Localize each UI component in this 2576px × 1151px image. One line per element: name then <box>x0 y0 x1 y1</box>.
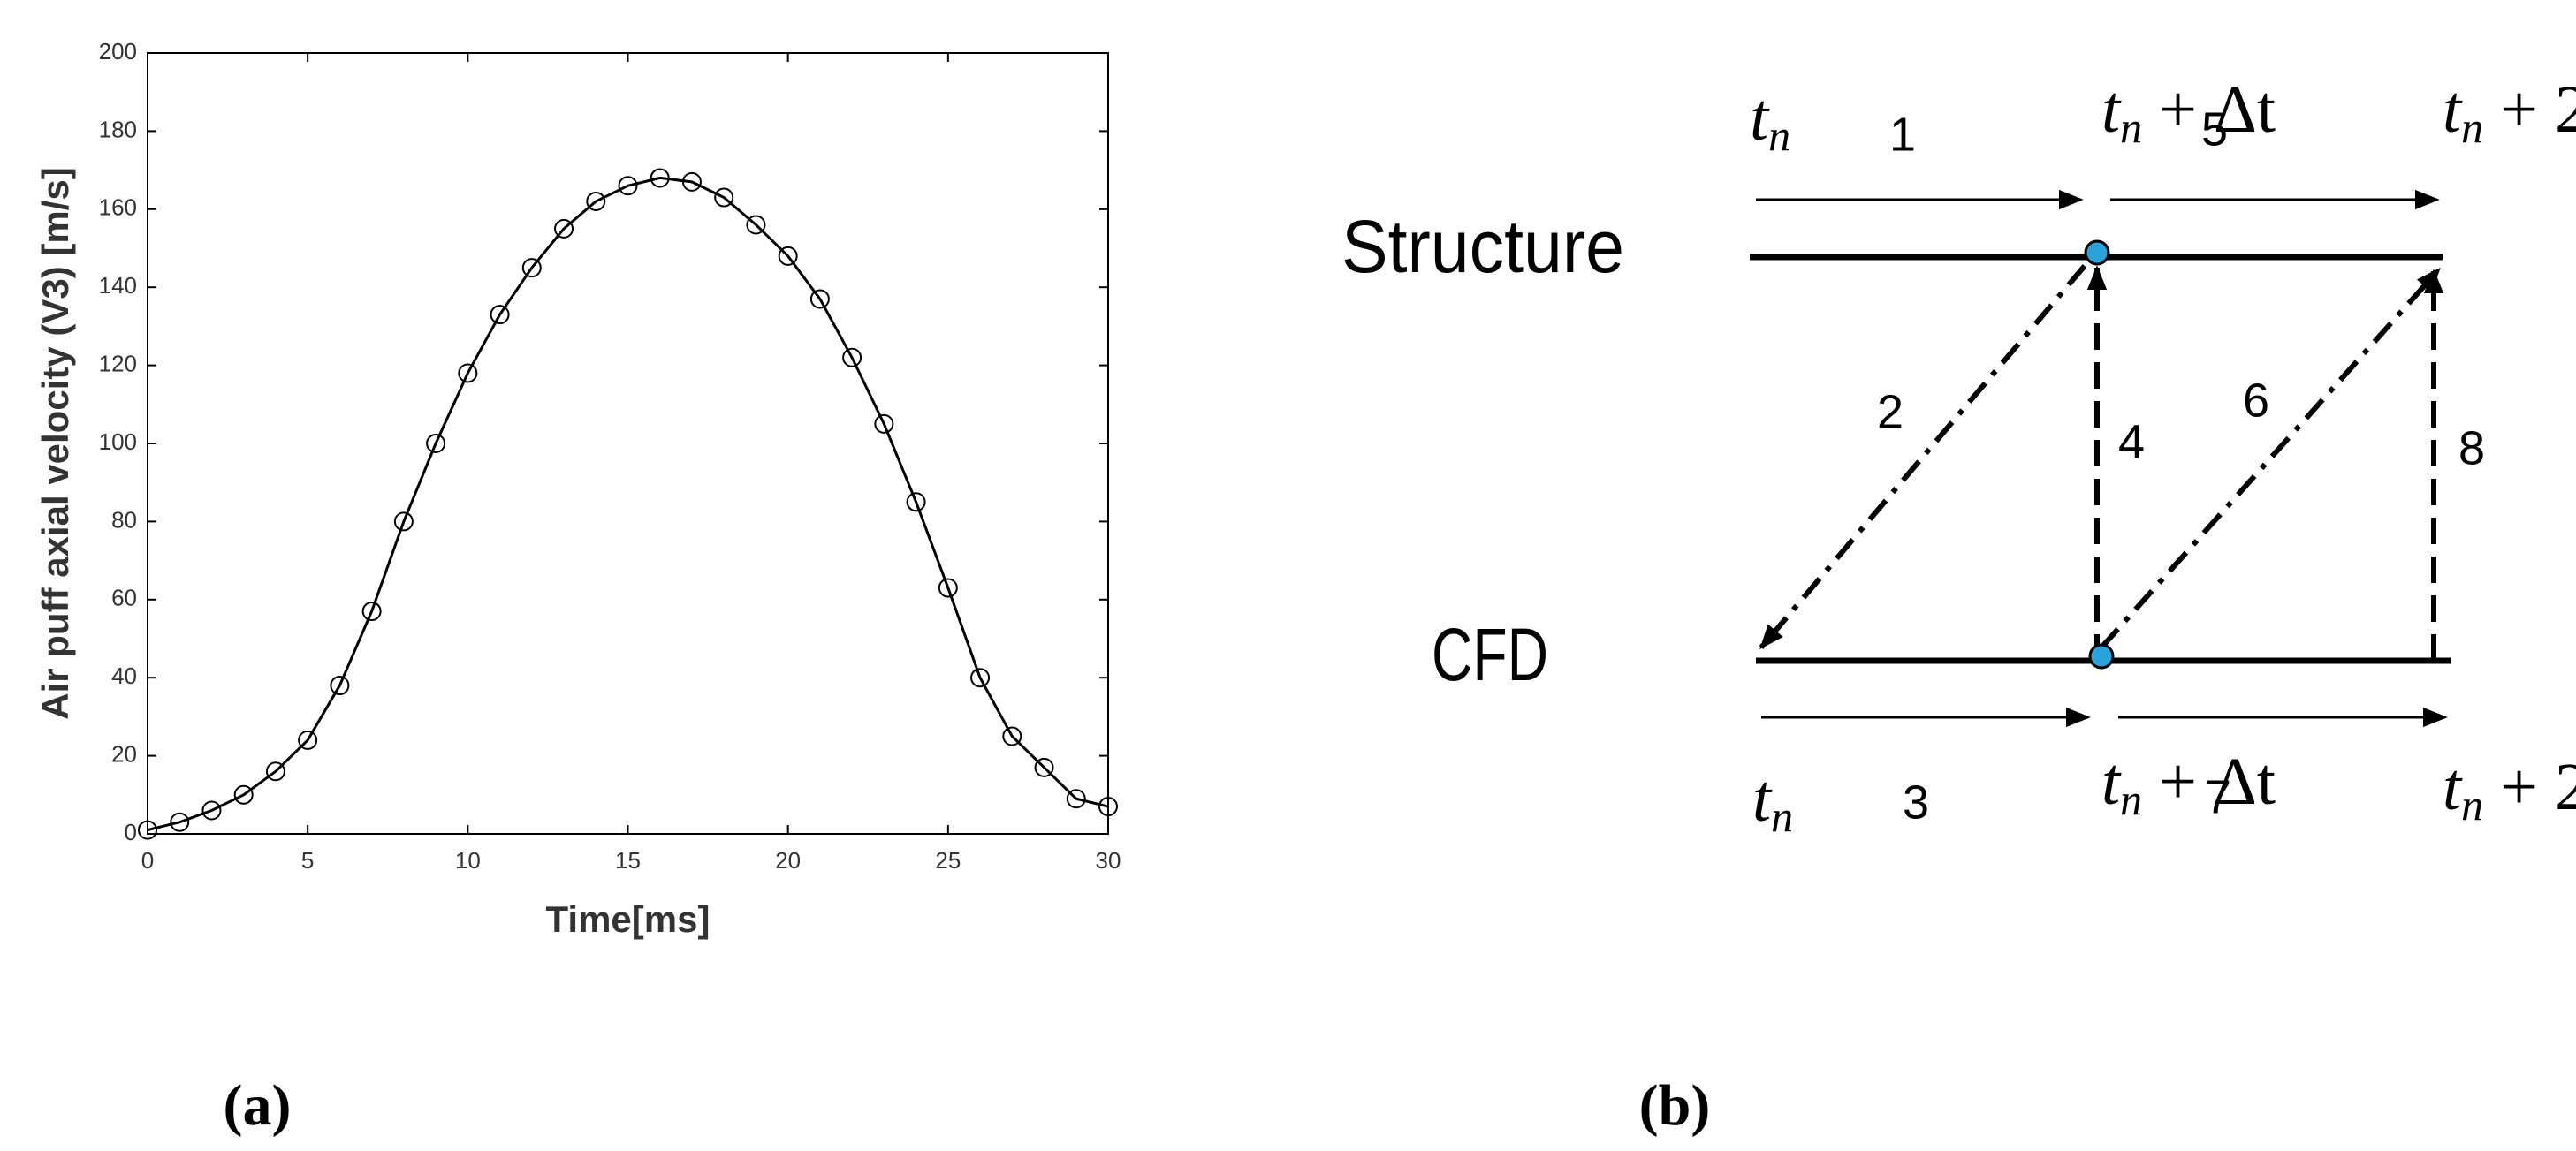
time-base: t <box>2101 745 2122 819</box>
data-point <box>201 800 222 821</box>
panel-label: (a) <box>224 1073 292 1138</box>
time-suffix: + 2Δt <box>2483 750 2576 824</box>
y-tick-label: 200 <box>99 38 137 64</box>
time-base: t <box>2101 72 2122 147</box>
time-suffix: + Δt <box>2142 745 2276 819</box>
x-tick-label: 30 <box>1096 847 1121 874</box>
x-tick-label: 25 <box>935 847 961 874</box>
y-tick-label: 0 <box>125 819 137 845</box>
data-point <box>970 668 991 688</box>
dash-dot-arrow <box>1759 264 2087 650</box>
data-point <box>809 289 830 309</box>
step-number: 8 <box>2458 421 2485 474</box>
data-point <box>490 305 510 325</box>
diagram <box>1750 189 2451 728</box>
data-point <box>1002 726 1022 746</box>
x-tick-label: 10 <box>455 847 481 874</box>
data-point <box>521 258 542 278</box>
data-point <box>714 187 734 208</box>
time-sub: n <box>2461 780 2483 829</box>
x-tick-label: 5 <box>301 847 314 874</box>
data-point <box>746 215 766 235</box>
data-point <box>681 171 702 192</box>
data-point <box>1098 797 1118 817</box>
time-base: t <box>1750 80 1770 155</box>
dash-dot-arrow <box>2099 267 2442 649</box>
data-point <box>842 347 862 367</box>
time-base: t <box>1752 761 1773 836</box>
step-number: 7 <box>2205 770 2231 823</box>
time-sub: n <box>2120 102 2142 152</box>
data-point <box>138 820 157 840</box>
step-number: 1 <box>1889 108 1916 161</box>
data-point <box>874 413 894 434</box>
data-point <box>618 176 638 196</box>
y-tick-label: 60 <box>111 585 137 611</box>
step-number: 4 <box>2118 415 2145 468</box>
data-point <box>938 578 958 598</box>
time-label: tn + Δt <box>2101 745 2276 824</box>
row-label: Structure <box>1341 205 1624 288</box>
data-point <box>393 511 414 532</box>
time-sub: n <box>1771 791 1793 841</box>
step-number: 3 <box>1903 776 1929 829</box>
y-tick-label: 100 <box>99 428 137 455</box>
y-tick-label: 180 <box>99 116 137 142</box>
y-tick-label: 140 <box>99 272 137 299</box>
y-tick-label: 40 <box>111 663 137 689</box>
time-label: tn + 2Δt <box>2443 750 2576 829</box>
time-label: tn + 2Δt <box>2443 72 2576 152</box>
time-base: t <box>2443 72 2463 147</box>
step-number: 2 <box>1877 385 1904 438</box>
time-label: tn <box>1752 761 1793 841</box>
y-tick-label: 20 <box>111 740 137 767</box>
data-point <box>778 246 798 266</box>
data-point <box>586 191 606 211</box>
time-suffix: + 2Δt <box>2483 72 2576 147</box>
time-sub: n <box>1768 110 1790 160</box>
x-tick-label: 20 <box>775 847 801 874</box>
data-point <box>233 784 254 805</box>
data-point <box>361 602 382 622</box>
y-tick-label: 160 <box>99 194 137 221</box>
x-tick-label: 0 <box>141 847 154 874</box>
plot-frame <box>147 52 1109 835</box>
data-point <box>170 812 190 832</box>
time-suffix: + Δt <box>2142 72 2276 147</box>
data-point <box>650 168 670 188</box>
x-tick-label: 15 <box>615 847 641 874</box>
data-line <box>147 176 1109 832</box>
data-point <box>554 218 574 239</box>
sync-point <box>2088 643 2115 670</box>
time-sub: n <box>2120 775 2142 824</box>
panel-label: (b) <box>1639 1073 1711 1138</box>
data-point <box>1066 789 1086 809</box>
time-label: tn <box>1750 80 1790 160</box>
data-point <box>330 676 350 696</box>
data-point <box>1034 757 1054 777</box>
step-number: 6 <box>2243 374 2269 427</box>
row-label: CFD <box>1432 613 1548 696</box>
data-point <box>426 434 446 453</box>
y-tick-label: 120 <box>99 350 137 376</box>
x-axis-label: Time[ms] <box>546 898 710 940</box>
data-point <box>298 730 318 750</box>
data-point <box>265 761 285 782</box>
y-axis-label: Air puff axial velocity (V3) [m/s] <box>34 167 76 720</box>
y-tick-label: 80 <box>111 506 137 533</box>
sync-point <box>2084 239 2110 266</box>
data-point <box>458 363 478 383</box>
time-sub: n <box>2461 102 2483 152</box>
time-base: t <box>2443 750 2463 824</box>
step-number: 5 <box>2201 102 2228 155</box>
data-point <box>906 492 926 512</box>
time-label: tn + Δt <box>2101 72 2276 152</box>
